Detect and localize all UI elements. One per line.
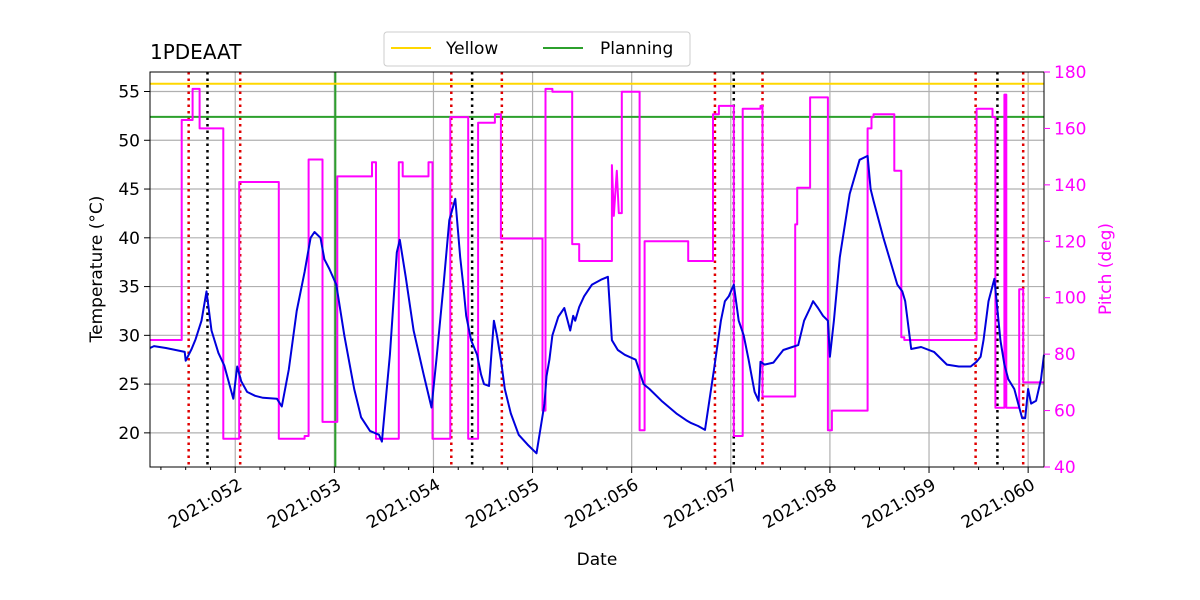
series-line-temperature	[149, 154, 1045, 455]
y-axis-right: 40 60 80 100 120 140 160 180	[1044, 63, 1086, 478]
y-left-tick-label: 55	[118, 83, 140, 103]
y-axis-left-label: Temperature (°C)	[87, 196, 107, 344]
y-right-tick-label: 60	[1054, 402, 1076, 422]
y-right-tick-label: 40	[1054, 458, 1076, 478]
y-left-tick-label: 20	[118, 424, 140, 444]
chart-title: 1PDEAAT	[150, 40, 242, 64]
y-left-tick-label: 30	[118, 326, 140, 346]
x-tick-label: 2021:054	[363, 475, 444, 533]
y-right-tick-label: 160	[1054, 119, 1086, 139]
x-axis-label: Date	[577, 550, 618, 570]
event-vlines	[187, 72, 1025, 467]
x-tick-label: 2021:059	[859, 475, 940, 533]
x-tick-label: 2021:056	[562, 475, 643, 533]
y-right-tick-label: 140	[1054, 176, 1086, 196]
y-left-tick-label: 40	[118, 229, 140, 249]
x-tick-label: 2021:055	[463, 475, 544, 533]
legend-label-planning: Planning	[600, 39, 673, 59]
legend: Yellow Planning	[383, 31, 691, 67]
x-axis: 2021:052 2021:053 2021:054 2021:055 2021:056…	[160, 467, 1039, 533]
legend-box	[383, 31, 691, 67]
x-tick-label: 2021:060	[958, 475, 1039, 533]
series-lines	[149, 87, 1045, 455]
y-right-tick-label: 100	[1054, 289, 1086, 309]
x-tick-label: 2021:057	[661, 475, 742, 533]
x-tick-label: 2021:053	[264, 475, 345, 533]
y-right-tick-label: 180	[1054, 63, 1086, 83]
grid	[150, 72, 1044, 467]
x-tick-label: 2021:052	[165, 475, 246, 533]
y-left-tick-label: 50	[118, 131, 140, 151]
y-left-tick-label: 35	[118, 278, 140, 298]
series-line-pitch	[150, 87, 1044, 440]
y-axis-left: 20 25 30 35 40 45 50 55	[118, 83, 150, 444]
legend-label-yellow: Yellow	[445, 39, 498, 59]
y-left-tick-label: 25	[118, 375, 140, 395]
y-left-tick-label: 45	[118, 180, 140, 200]
limit-hlines	[150, 82, 1044, 118]
x-tick-label: 2021:058	[760, 475, 841, 533]
y-right-tick-label: 80	[1054, 345, 1076, 365]
plot-frame	[149, 71, 1045, 468]
y-right-tick-label: 120	[1054, 232, 1086, 252]
y-axis-right-label: Pitch (deg)	[1096, 223, 1116, 315]
